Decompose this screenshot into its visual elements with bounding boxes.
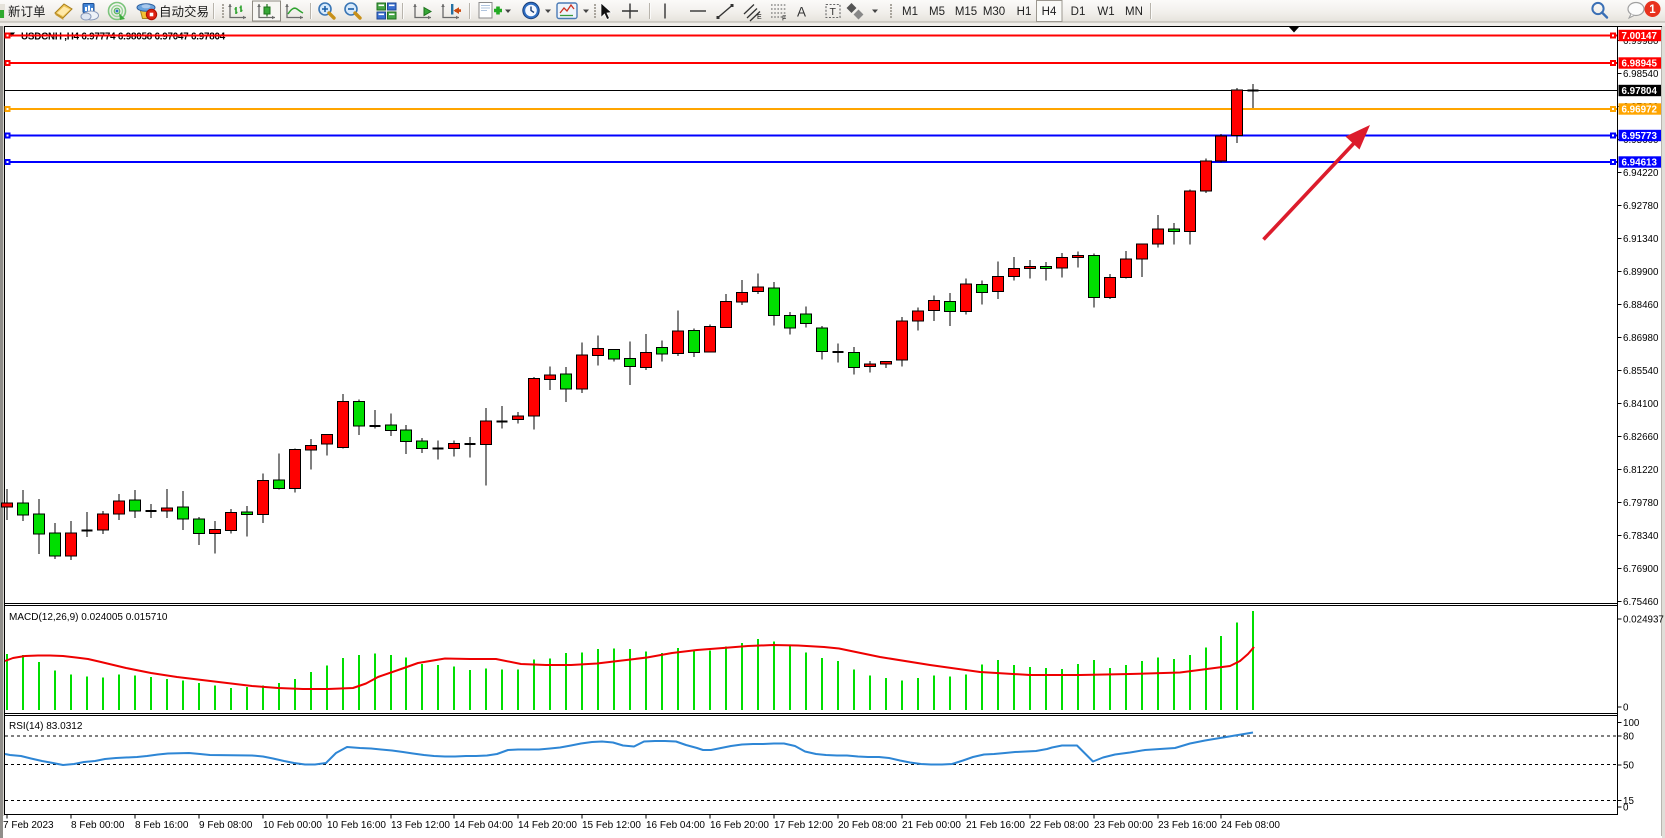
svg-text:F: F — [782, 16, 786, 23]
svg-text:1: 1 — [1649, 4, 1656, 16]
svg-text:21 Feb 16:00: 21 Feb 16:00 — [966, 820, 1025, 831]
svg-text:6.86980: 6.86980 — [1623, 333, 1659, 344]
svg-text:MN: MN — [1125, 6, 1143, 18]
svg-text:100: 100 — [1623, 718, 1640, 729]
svg-text:16 Feb 04:00: 16 Feb 04:00 — [646, 820, 705, 831]
svg-text:6.84100: 6.84100 — [1623, 399, 1659, 410]
svg-text:23 Feb 16:00: 23 Feb 16:00 — [1158, 820, 1217, 831]
svg-text:0: 0 — [1623, 803, 1629, 814]
svg-text:M5: M5 — [929, 6, 945, 18]
svg-text:7 Feb 2023: 7 Feb 2023 — [3, 820, 54, 831]
svg-text:T: T — [830, 6, 837, 18]
svg-text:20 Feb 08:00: 20 Feb 08:00 — [838, 820, 897, 831]
svg-text:23 Feb 00:00: 23 Feb 00:00 — [1094, 820, 1153, 831]
svg-text:24 Feb 08:00: 24 Feb 08:00 — [1221, 820, 1280, 831]
svg-text:80: 80 — [1623, 732, 1634, 743]
svg-text:6.97804: 6.97804 — [1622, 86, 1658, 97]
svg-text:10 Feb 00:00: 10 Feb 00:00 — [263, 820, 322, 831]
svg-text:6.95773: 6.95773 — [1622, 131, 1658, 142]
svg-text:6.88460: 6.88460 — [1623, 300, 1659, 311]
svg-text:14 Feb 20:00: 14 Feb 20:00 — [518, 820, 577, 831]
svg-text:D1: D1 — [1071, 6, 1086, 18]
svg-text:50: 50 — [1623, 761, 1634, 772]
svg-text:A: A — [797, 5, 806, 20]
svg-text:6.94613: 6.94613 — [1622, 157, 1658, 168]
svg-text:USDCNH ,H4 6.97774 6.98058 6.: USDCNH ,H4 6.97774 6.98058 6.97047 6.978… — [21, 32, 226, 43]
svg-text:M15: M15 — [955, 6, 977, 18]
svg-text:6.96972: 6.96972 — [1622, 104, 1658, 115]
svg-text:6.98540: 6.98540 — [1623, 69, 1659, 80]
svg-text:6.81220: 6.81220 — [1623, 465, 1659, 476]
svg-text:H4: H4 — [1042, 6, 1057, 18]
svg-text:6.89900: 6.89900 — [1623, 267, 1659, 278]
svg-text:6.85540: 6.85540 — [1623, 366, 1659, 377]
svg-text:15 Feb 12:00: 15 Feb 12:00 — [582, 820, 641, 831]
svg-text:10 Feb 16:00: 10 Feb 16:00 — [327, 820, 386, 831]
svg-text:13 Feb 12:00: 13 Feb 12:00 — [391, 820, 450, 831]
svg-text:H1: H1 — [1017, 6, 1032, 18]
svg-text:7.00147: 7.00147 — [1622, 31, 1658, 42]
svg-text:6.98945: 6.98945 — [1622, 58, 1658, 69]
svg-text:W1: W1 — [1097, 6, 1114, 18]
svg-text:6.76900: 6.76900 — [1623, 564, 1659, 575]
svg-text:M1: M1 — [902, 6, 918, 18]
svg-text:0: 0 — [1623, 703, 1629, 714]
svg-text:RSI(14) 83.0312: RSI(14) 83.0312 — [9, 721, 83, 732]
svg-text:6.94220: 6.94220 — [1623, 168, 1659, 179]
svg-text:6.91340: 6.91340 — [1623, 234, 1659, 245]
svg-text:8 Feb 16:00: 8 Feb 16:00 — [135, 820, 189, 831]
svg-text:自动交易: 自动交易 — [159, 4, 209, 19]
svg-text:0.024937: 0.024937 — [1623, 615, 1664, 626]
svg-text:M30: M30 — [983, 6, 1005, 18]
svg-text:14 Feb 04:00: 14 Feb 04:00 — [454, 820, 513, 831]
svg-text:8 Feb 00:00: 8 Feb 00:00 — [71, 820, 125, 831]
svg-text:6.99980: 6.99980 — [1623, 36, 1659, 47]
svg-text:22 Feb 08:00: 22 Feb 08:00 — [1030, 820, 1089, 831]
svg-text:E: E — [757, 14, 762, 21]
svg-text:21 Feb 00:00: 21 Feb 00:00 — [902, 820, 961, 831]
svg-text:6.79780: 6.79780 — [1623, 498, 1659, 509]
svg-text:6.82660: 6.82660 — [1623, 432, 1659, 443]
svg-text:9 Feb 08:00: 9 Feb 08:00 — [199, 820, 253, 831]
svg-text:15: 15 — [1623, 796, 1634, 807]
svg-text:16 Feb 20:00: 16 Feb 20:00 — [710, 820, 769, 831]
svg-text:6.75460: 6.75460 — [1623, 597, 1659, 608]
svg-text:17 Feb 12:00: 17 Feb 12:00 — [774, 820, 833, 831]
svg-text:MACD(12,26,9) 0.024005 0.01571: MACD(12,26,9) 0.024005 0.015710 — [9, 612, 168, 623]
svg-text:6.78340: 6.78340 — [1623, 531, 1659, 542]
svg-text:6.92780: 6.92780 — [1623, 201, 1659, 212]
svg-text:新订单: 新订单 — [8, 4, 46, 19]
